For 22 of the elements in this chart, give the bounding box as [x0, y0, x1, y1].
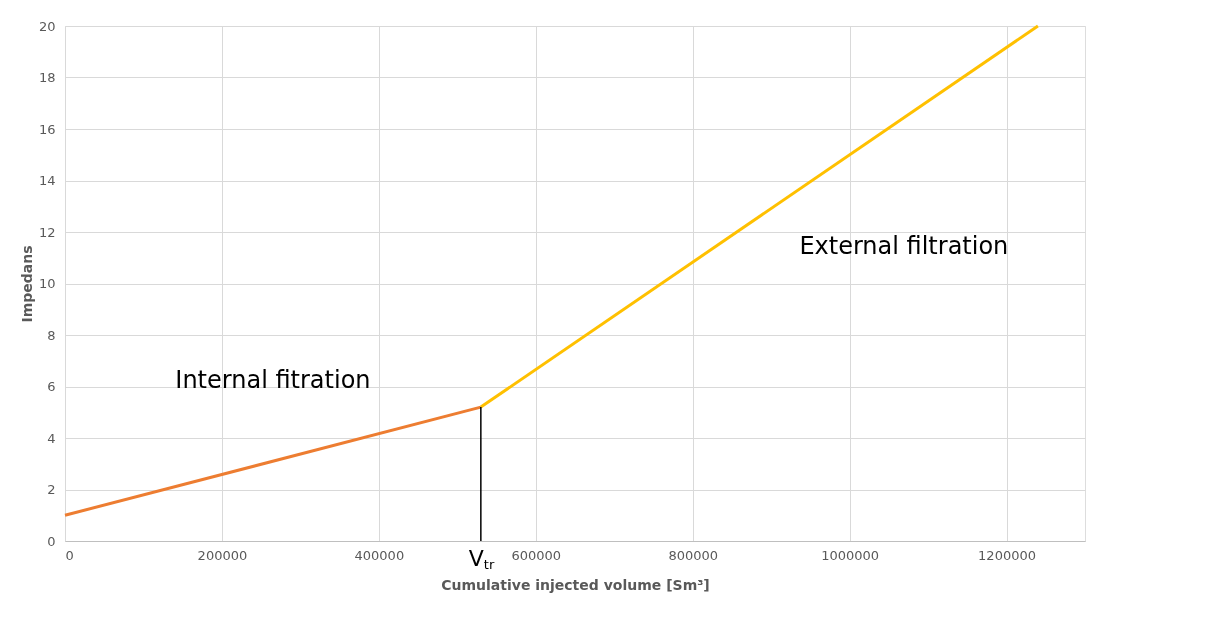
x-tick-label: 800000 — [668, 547, 719, 563]
series-label: External filtration — [799, 231, 1009, 260]
x-tick-label: 1000000 — [821, 547, 880, 563]
y-tick-label: 4 — [47, 430, 56, 446]
x-tick-label: 400000 — [354, 547, 405, 563]
y-axis-title: Impedans — [18, 245, 35, 323]
x-tick-label: 1200000 — [978, 547, 1036, 563]
y-tick-label: 10 — [38, 276, 56, 291]
x-tick-label: 600000 — [511, 547, 562, 563]
y-tick-label: 2 — [47, 482, 56, 497]
y-tick-label: 12 — [38, 224, 56, 240]
y-tick-label: 8 — [47, 327, 56, 343]
x-axis-title: Cumulative injected volume [Sm³] — [441, 576, 710, 593]
y-tick-label: 0 — [47, 533, 56, 549]
y-tick-label: 14 — [38, 173, 56, 188]
y-tick-label: 16 — [38, 121, 56, 137]
y-tick-label: 20 — [38, 18, 56, 34]
series-label: Internal fitration — [175, 366, 371, 395]
y-tick-label: 18 — [38, 70, 56, 85]
y-tick-label: 6 — [47, 379, 56, 394]
x-tick-label: 0 — [65, 547, 74, 563]
x-tick-label: 200000 — [197, 547, 248, 563]
